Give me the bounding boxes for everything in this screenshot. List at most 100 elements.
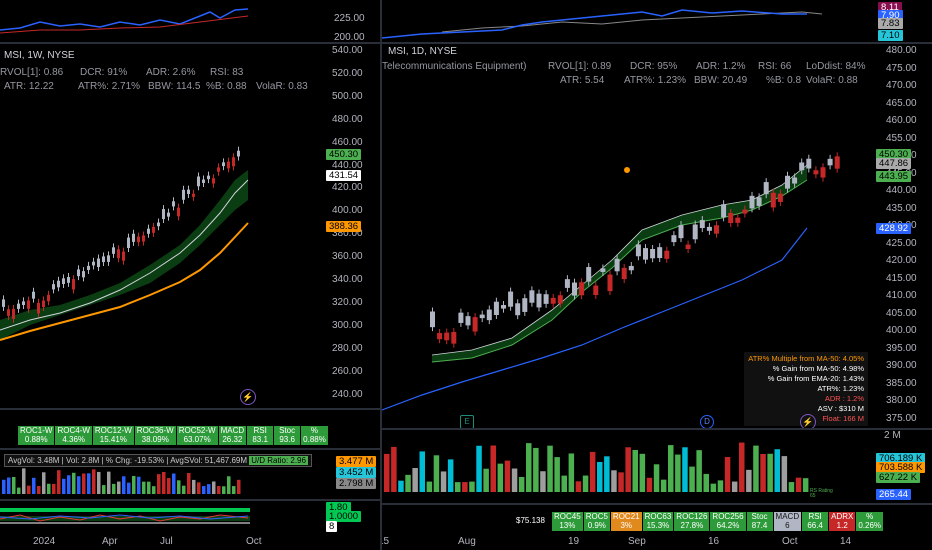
right-rs-rating: RS Rating 65 [810, 488, 833, 499]
left-chg: % Chg: -19.53% [105, 456, 165, 465]
candle [7, 309, 10, 316]
candle [614, 258, 620, 272]
candle [430, 311, 435, 328]
right-roc-cell: ROC63 15.3% [642, 512, 674, 531]
volume-bar [533, 447, 539, 492]
volume-bar [760, 454, 766, 492]
candle [132, 233, 135, 242]
candle [112, 247, 115, 254]
volume-bar [232, 486, 236, 494]
right-chart-panel[interactable]: 8.11 7.90 7.83 7.10 MSI, 1D, NYSE Teleco… [382, 0, 932, 550]
left-lightning-icon[interactable]: ⚡ [240, 389, 256, 405]
right-price-axis-tick: 465.00 [886, 97, 917, 109]
candle [621, 267, 627, 280]
volume-bar [52, 483, 56, 494]
right-top-label-a: 8.11 [878, 2, 902, 13]
candle [202, 179, 205, 183]
right-price-axis-tick: 395.00 [886, 342, 917, 354]
volume-bar [767, 453, 773, 492]
left-price-axis-tick: 320.00 [332, 296, 363, 308]
left-ema-cloud [0, 170, 248, 340]
volume-bar [47, 483, 51, 494]
right-stat-volar: VolaR: 0.88 [806, 75, 858, 86]
volume-bar [668, 445, 674, 492]
left-vol: Vol: 2.8M [65, 456, 100, 465]
volume-bar [490, 445, 496, 492]
volume-bar [419, 451, 425, 492]
volume-bar [72, 472, 76, 494]
volume-bar [483, 468, 489, 492]
volume-bar [689, 466, 695, 492]
right-stats-infobox: ATR% Multiple from MA-50: 4.05%% Gain fr… [744, 352, 868, 426]
left-last-price-label: 450.30 [326, 149, 362, 160]
left-candles [2, 146, 240, 323]
right-stat-adr: ADR: 1.2% [696, 61, 746, 72]
candle [706, 226, 712, 231]
right-earnings-icon[interactable]: E [460, 415, 474, 429]
right-vol-label-a: 706.189 K [876, 453, 926, 464]
right-dividend-icon[interactable]: D [700, 415, 714, 429]
candle [137, 236, 140, 243]
candle [827, 158, 833, 166]
volume-bar [32, 477, 36, 494]
volume-bar [157, 474, 161, 494]
left-chart-panel[interactable]: 225.00 200.00 MSI, 1W, NYSE RVOL[1]: 0.8… [0, 0, 380, 550]
candle [522, 298, 528, 312]
volume-bar [117, 481, 121, 494]
volume-bar [112, 483, 116, 494]
right-roc-cell: % 0.26% [856, 512, 884, 531]
volume-bar [405, 474, 411, 492]
infobox-line: ATR% Multiple from MA-50: 4.05% [748, 354, 864, 363]
volume-bar [611, 470, 617, 492]
left-price-axis-tick: 460.00 [332, 136, 363, 148]
left-x-tick-jul: Jul [160, 536, 173, 547]
candle [187, 189, 190, 194]
candle [127, 237, 130, 249]
volume-bar [540, 471, 546, 492]
volume-bar [127, 482, 131, 494]
volume-bar [187, 473, 191, 494]
left-ud-ratio: U/D Ratio: 2.96 [249, 456, 308, 465]
volume-bar [653, 464, 660, 492]
candle [72, 279, 75, 290]
candle [227, 161, 230, 169]
right-ma10-price-label: 447.86 [876, 158, 912, 169]
right-price-axis-tick: 475.00 [886, 62, 917, 74]
volume-bar [17, 487, 21, 494]
candle [600, 268, 606, 272]
volume-bar [152, 486, 156, 494]
left-price-chart[interactable] [0, 145, 330, 405]
left-price-axis-tick: 400.00 [332, 205, 363, 217]
volume-bar [675, 454, 681, 492]
volume-bar [202, 486, 206, 494]
right-top-label-b: 7.90 [878, 10, 903, 21]
volume-bar [57, 470, 61, 494]
left-vol-label-a: 3.477 M [336, 456, 377, 467]
candle [92, 261, 95, 266]
right-roc-cell: ROC45 13% [552, 512, 583, 531]
candle [756, 197, 762, 206]
volume-bar [177, 480, 181, 494]
right-x-tick-sep: Sep [628, 536, 646, 547]
left-osc-label-b: 1.0000 [326, 511, 362, 522]
candle [628, 265, 634, 271]
left-stat-rvol: RVOL[1]: 0.86 [0, 67, 64, 78]
left-osc-label-a: 1.80 [326, 502, 351, 513]
right-candles [430, 152, 840, 348]
volume-bar [102, 485, 106, 494]
volume-bar [604, 456, 610, 492]
volume-bar [212, 481, 216, 494]
candle [437, 333, 443, 340]
candle [678, 225, 684, 239]
volume-bar [182, 485, 186, 494]
right-price-chart[interactable] [382, 100, 872, 420]
volume-bar [77, 476, 81, 494]
right-stat-industry: Telecommunications Equipment) [382, 61, 527, 72]
volume-bar [469, 481, 475, 492]
candle [834, 156, 840, 169]
left-vol-label-c: 2.798 M [336, 478, 377, 489]
volume-bar [511, 468, 518, 492]
candle [117, 249, 120, 259]
volume-bar [122, 476, 126, 494]
candle [172, 201, 175, 207]
